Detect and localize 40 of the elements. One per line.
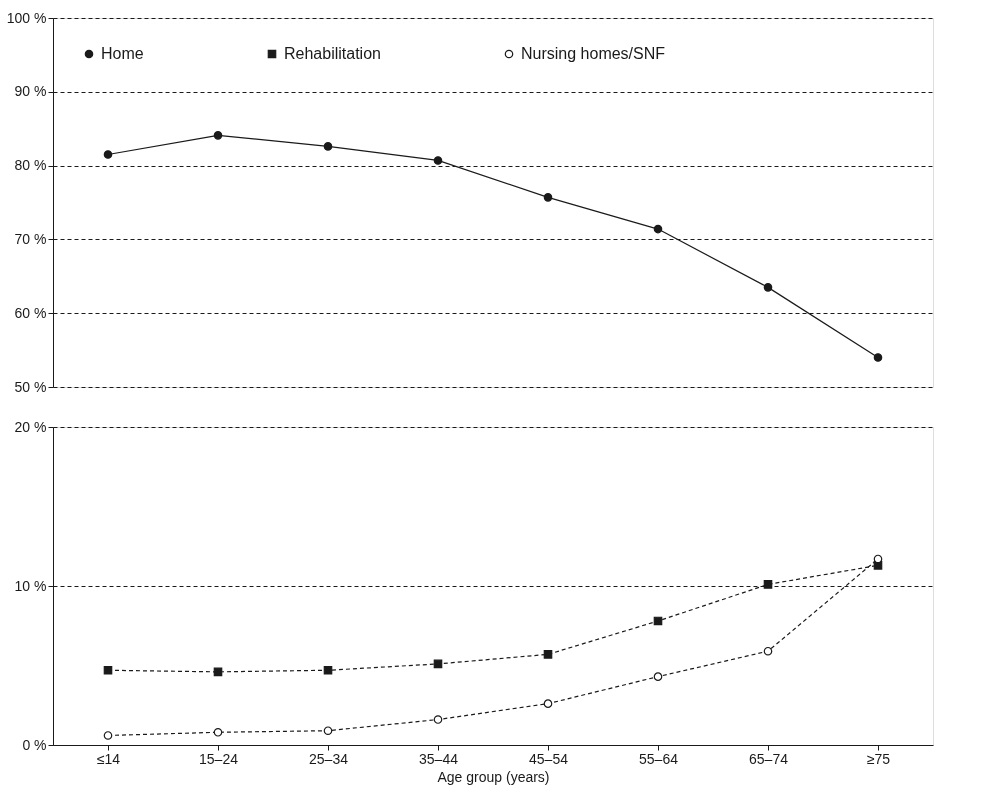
- point: [323, 665, 333, 675]
- x-tick-label: 55–64: [639, 750, 679, 767]
- point: [213, 131, 223, 140]
- y-tick-label: 90 %: [14, 83, 47, 100]
- x-tick-label: 15–24: [199, 750, 239, 767]
- y-tick-label: 10 %: [14, 577, 47, 594]
- y-tick-label: 100 %: [6, 9, 47, 26]
- point: [653, 224, 663, 234]
- y-tick-label: 80 %: [14, 157, 47, 174]
- legend-label: Rehabilitation: [284, 45, 381, 62]
- y-tick-label: 0 %: [22, 736, 47, 753]
- point: [323, 142, 333, 151]
- x-tick-label: 35–44: [419, 750, 459, 767]
- legend-label: Nursing homes/SNF: [521, 45, 666, 62]
- point: [543, 699, 553, 708]
- point: [653, 672, 663, 681]
- y-tick-label: 20 %: [14, 418, 47, 435]
- point: [103, 665, 113, 675]
- x-tick-label: ≤14: [96, 750, 121, 767]
- x-tick-label: ≥75: [866, 750, 891, 767]
- point: [213, 727, 223, 737]
- point: [763, 646, 773, 656]
- point: [873, 353, 883, 362]
- point: [103, 150, 113, 159]
- x-tick-label: 45–54: [529, 750, 569, 767]
- y-tick-label: 60 %: [14, 304, 47, 321]
- point: [433, 156, 443, 165]
- point: [103, 731, 113, 740]
- point: [543, 193, 553, 202]
- point: [323, 726, 333, 735]
- point: [543, 650, 553, 659]
- point: [433, 715, 443, 724]
- x-tick-label: 65–74: [749, 750, 789, 767]
- x-tick-label: 25–34: [309, 750, 349, 767]
- point: [763, 580, 773, 589]
- y-tick-label: 70 %: [14, 230, 47, 247]
- y-tick-label: 50 %: [14, 378, 47, 395]
- point: [763, 283, 773, 292]
- x-axis-title: Age group (years): [437, 768, 550, 785]
- legend-label: Home: [101, 45, 144, 62]
